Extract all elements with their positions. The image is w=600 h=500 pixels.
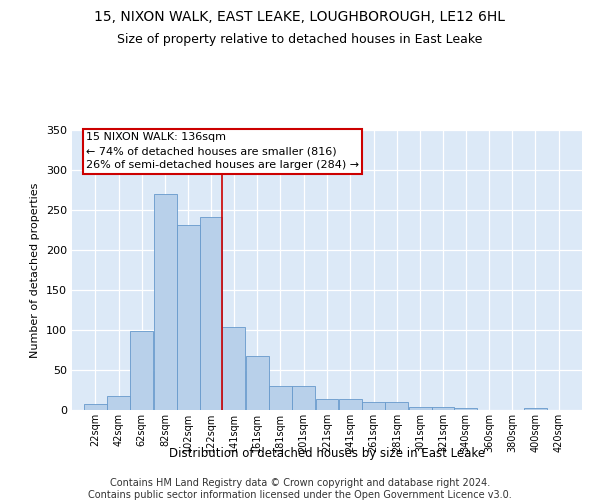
Bar [409, 407, 431, 410]
Bar [154, 194, 176, 410]
Bar [316, 399, 338, 410]
Y-axis label: Number of detached properties: Number of detached properties [31, 182, 40, 358]
Text: 15, NIXON WALK, EAST LEAKE, LOUGHBOROUGH, LE12 6HL: 15, NIXON WALK, EAST LEAKE, LOUGHBOROUGH… [95, 10, 505, 24]
Text: Distribution of detached houses by size in East Leake: Distribution of detached houses by size … [169, 448, 485, 460]
Bar [130, 331, 154, 410]
Bar [524, 408, 547, 410]
Bar [107, 396, 130, 410]
Bar [177, 225, 200, 410]
Text: 15 NIXON WALK: 136sqm
← 74% of detached houses are smaller (816)
26% of semi-det: 15 NIXON WALK: 136sqm ← 74% of detached … [86, 132, 359, 170]
Bar [432, 407, 454, 410]
Bar [223, 327, 245, 410]
Text: Contains HM Land Registry data © Crown copyright and database right 2024.: Contains HM Land Registry data © Crown c… [110, 478, 490, 488]
Bar [292, 386, 315, 410]
Text: Contains public sector information licensed under the Open Government Licence v3: Contains public sector information licen… [88, 490, 512, 500]
Bar [339, 399, 362, 410]
Bar [200, 217, 222, 410]
Bar [269, 386, 292, 410]
Bar [362, 402, 385, 410]
Bar [245, 356, 269, 410]
Bar [454, 408, 477, 410]
Bar [84, 404, 107, 410]
Bar [385, 402, 409, 410]
Text: Size of property relative to detached houses in East Leake: Size of property relative to detached ho… [118, 32, 482, 46]
